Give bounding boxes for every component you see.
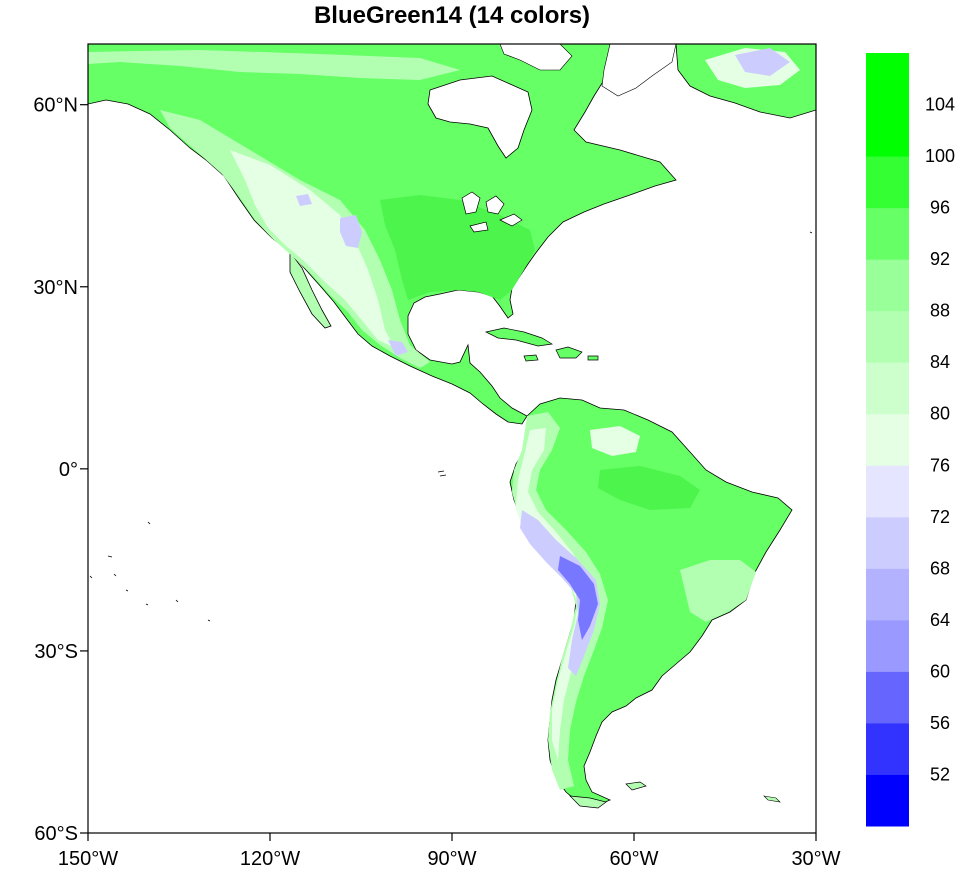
- x-tick-label: 30°W: [791, 848, 840, 870]
- colorbar-label: 92: [930, 249, 950, 269]
- x-tick-label: 120°W: [240, 848, 300, 870]
- colorbar-box: [866, 568, 909, 621]
- colorbar-box: [866, 53, 909, 106]
- rockies-lavender: [340, 215, 362, 248]
- x-tick-label: 90°W: [427, 848, 476, 870]
- colorbar-box: [866, 310, 909, 363]
- baja-california: [289, 250, 332, 329]
- greenland-lavender: [735, 48, 790, 76]
- y-tick-label: 30°N: [33, 277, 78, 299]
- great-lakes: [461, 191, 523, 233]
- colorbar-label: 52: [930, 764, 950, 784]
- colorbar-label: 96: [930, 198, 950, 218]
- y-tick-label: 60°N: [33, 95, 78, 117]
- galapagos: [437, 470, 447, 477]
- colorbar-box: [866, 156, 909, 209]
- andes-pale: [516, 428, 590, 760]
- colorbar: 52 56 60 64 68 72 76 80 84 88 92 96 100 104: [866, 53, 955, 827]
- colorbar-box: [866, 516, 909, 569]
- pacific-islands: [89, 231, 813, 622]
- andes-light: [512, 412, 608, 790]
- rockies-lavender-2: [296, 194, 312, 206]
- andes-lavender: [520, 510, 600, 676]
- map-axis-ticks: 150°W 120°W 90°W 60°W 30°W 60°N 30°N 0° 30°S 60°S: [33, 95, 840, 870]
- tierra-del-fuego: [569, 795, 607, 809]
- map-title: BlueGreen14 (14 colors): [313, 2, 591, 29]
- colorbar-box: [866, 207, 909, 260]
- amazon-dark: [598, 466, 700, 510]
- canada-north-light: [88, 50, 460, 80]
- x-tick-label: 60°W: [609, 848, 658, 870]
- x-tick-label: 150°W: [58, 848, 118, 870]
- colorbar-label: 104: [925, 95, 955, 115]
- colorbar-label: 80: [930, 404, 950, 424]
- western-cordillera-pale: [230, 150, 395, 348]
- guiana-highlands-pale: [590, 426, 640, 456]
- y-tick-label: 0°: [59, 459, 78, 481]
- altiplano-blue: [558, 556, 598, 640]
- arctic-channel: [499, 44, 573, 71]
- cuba: [484, 327, 554, 347]
- brazil-east-light: [680, 560, 756, 622]
- colorbar-label: 88: [930, 301, 950, 321]
- colorbar-box: [866, 104, 909, 157]
- colorbar-label: 68: [930, 558, 950, 578]
- colorbar-box: [866, 671, 909, 724]
- colorbar-box: [866, 619, 909, 672]
- colorbar-box: [866, 465, 909, 518]
- colorbar-label: 100: [925, 146, 955, 166]
- south-georgia: [763, 795, 781, 803]
- mexico-plateau-lavender: [388, 340, 408, 356]
- y-tick-label: 30°S: [34, 641, 78, 663]
- puerto-rico: [587, 355, 599, 361]
- colorbar-label: 76: [930, 455, 950, 475]
- eastern-us-green: [380, 195, 535, 300]
- falkland-islands: [625, 781, 647, 791]
- colorbar-label: 56: [930, 713, 950, 733]
- colorbar-box: [866, 259, 909, 312]
- baffin-bay: [601, 44, 677, 97]
- colorbar-box: [866, 774, 909, 827]
- colorbar-box: [866, 362, 909, 415]
- hispaniola: [555, 346, 583, 359]
- colorbar-label: 60: [930, 661, 950, 681]
- colorbar-label: 72: [930, 507, 950, 527]
- hudson-bay: [427, 75, 533, 159]
- colorbar-label: 64: [930, 610, 950, 630]
- colorbar-label: 84: [930, 352, 950, 372]
- colorbar-box: [866, 413, 909, 466]
- colorbar-box: [866, 722, 909, 775]
- north-america-land: [88, 44, 677, 425]
- map-land-layer: [88, 44, 816, 809]
- y-tick-label: 60°S: [34, 823, 78, 845]
- jamaica: [523, 354, 539, 362]
